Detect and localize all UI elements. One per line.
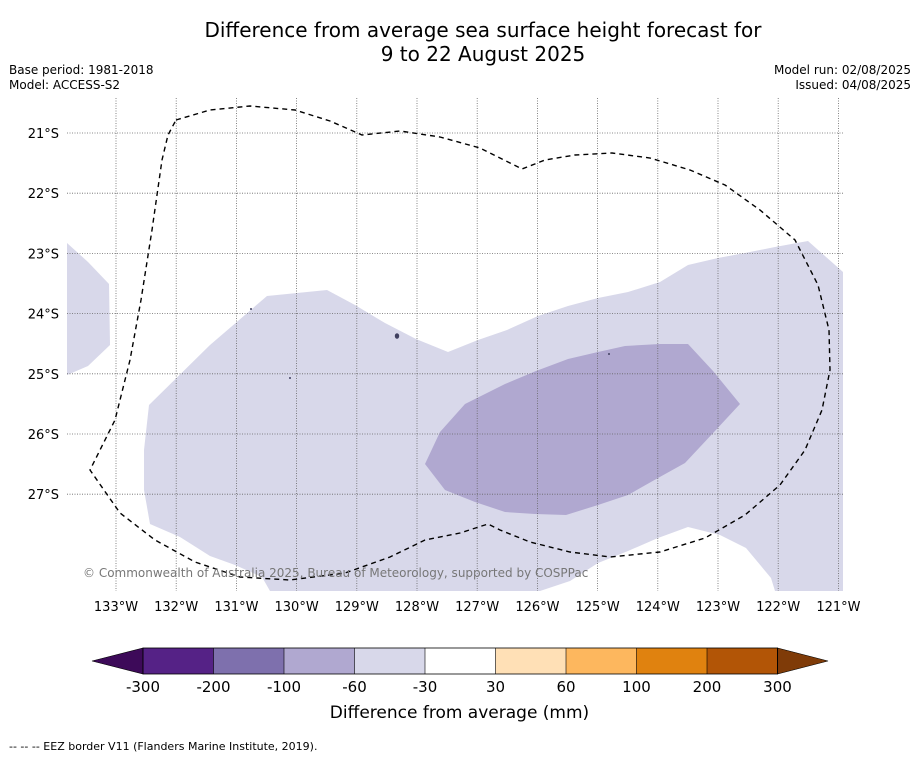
lon-tick-label: 123°W — [696, 600, 740, 615]
colorbar: -300 -200 -100 -60 -30 30 60 100 200 300 — [91, 647, 829, 696]
chart-title: Difference from average sea surface heig… — [0, 18, 919, 66]
colorbar-tick-label: 200 — [693, 678, 722, 696]
lon-tick-label: 125°W — [576, 600, 620, 615]
anomaly-region-darker — [425, 344, 740, 515]
title-line-1: Difference from average sea surface heig… — [204, 18, 762, 42]
colorbar-tick-label: -100 — [267, 678, 301, 696]
colorbar-tick-label: 100 — [622, 678, 651, 696]
colorbar-segment — [425, 648, 496, 674]
lon-tick-label: 130°W — [275, 600, 319, 615]
colorbar-segment — [284, 648, 355, 674]
colorbar-label: Difference from average (mm) — [329, 703, 590, 723]
longitude-tick-labels: 133°W 132°W 131°W 130°W 129°W 128°W 127°W 126°W… — [94, 600, 861, 615]
colorbar-segment — [495, 648, 566, 674]
colorbar-extend-high — [777, 647, 829, 675]
colorbar-tick-label: -30 — [413, 678, 438, 696]
meta-right: Model run: 02/08/2025 Issued: 04/08/2025 — [774, 63, 911, 93]
lat-tick-label: 25°S — [28, 368, 59, 383]
colorbar-segment — [636, 648, 707, 674]
colorbar-tick-label: -60 — [342, 678, 367, 696]
colorbar-segment — [707, 648, 778, 674]
colorbar-segment — [566, 648, 637, 674]
colorbar-segment — [354, 648, 425, 674]
issued-date: Issued: 04/08/2025 — [795, 78, 911, 92]
meta-left: Base period: 1981-2018 Model: ACCESS-S2 — [9, 63, 154, 93]
latitude-tick-labels: 21°S 22°S 23°S 24°S 25°S 26°S 27°S — [28, 127, 59, 503]
island-marker — [394, 333, 400, 339]
colorbar-tick-label: 60 — [556, 678, 575, 696]
lon-tick-label: 128°W — [395, 600, 439, 615]
model-name: Model: ACCESS-S2 — [9, 78, 121, 92]
colorbar-tick-label: -200 — [196, 678, 230, 696]
island-marker — [289, 377, 291, 379]
lat-tick-label: 27°S — [28, 488, 59, 503]
lon-tick-label: 126°W — [515, 600, 559, 615]
eez-border — [89, 105, 831, 581]
model-run: Model run: 02/08/2025 — [773, 63, 911, 77]
lon-tick-label: 132°W — [154, 600, 198, 615]
lon-tick-label: 122°W — [756, 600, 800, 615]
eez-footnote: -- -- -- EEZ border V11 (Flanders Marine… — [9, 740, 318, 753]
lat-tick-label: 24°S — [28, 308, 59, 323]
colorbar-extend-low — [91, 647, 144, 675]
lon-tick-label: 121°W — [816, 600, 860, 615]
lon-tick-label: 133°W — [94, 600, 138, 615]
lon-tick-label: 127°W — [455, 600, 499, 615]
lon-tick-label: 124°W — [636, 600, 680, 615]
title-line-2: 9 to 22 August 2025 — [380, 42, 586, 66]
base-period: Base period: 1981-2018 — [9, 63, 154, 77]
colorbar-segment — [143, 648, 214, 674]
island-marker — [250, 308, 252, 310]
map-area: 21°S22°S23°S24°S25°S26°S27°S 133°W 132°W 1… — [28, 98, 861, 615]
anomaly-region-west — [67, 243, 110, 375]
colorbar-tick-label: 300 — [763, 678, 792, 696]
lon-tick-label: 131°W — [214, 600, 258, 615]
lat-tick-label: 21°S — [28, 127, 59, 142]
lat-tick-label: 26°S — [28, 428, 59, 443]
copyright-notice: © Commonwealth of Australia 2025, Bureau… — [83, 566, 589, 580]
gridlines — [67, 98, 843, 591]
colorbar-segment — [213, 648, 284, 674]
colorbar-tick-label: 30 — [486, 678, 505, 696]
lat-tick-label: 22°S — [28, 187, 59, 202]
lat-tick-label: 23°S — [28, 247, 59, 262]
lon-tick-label: 129°W — [335, 600, 379, 615]
island-marker — [608, 353, 610, 355]
colorbar-tick-label: -300 — [126, 678, 160, 696]
